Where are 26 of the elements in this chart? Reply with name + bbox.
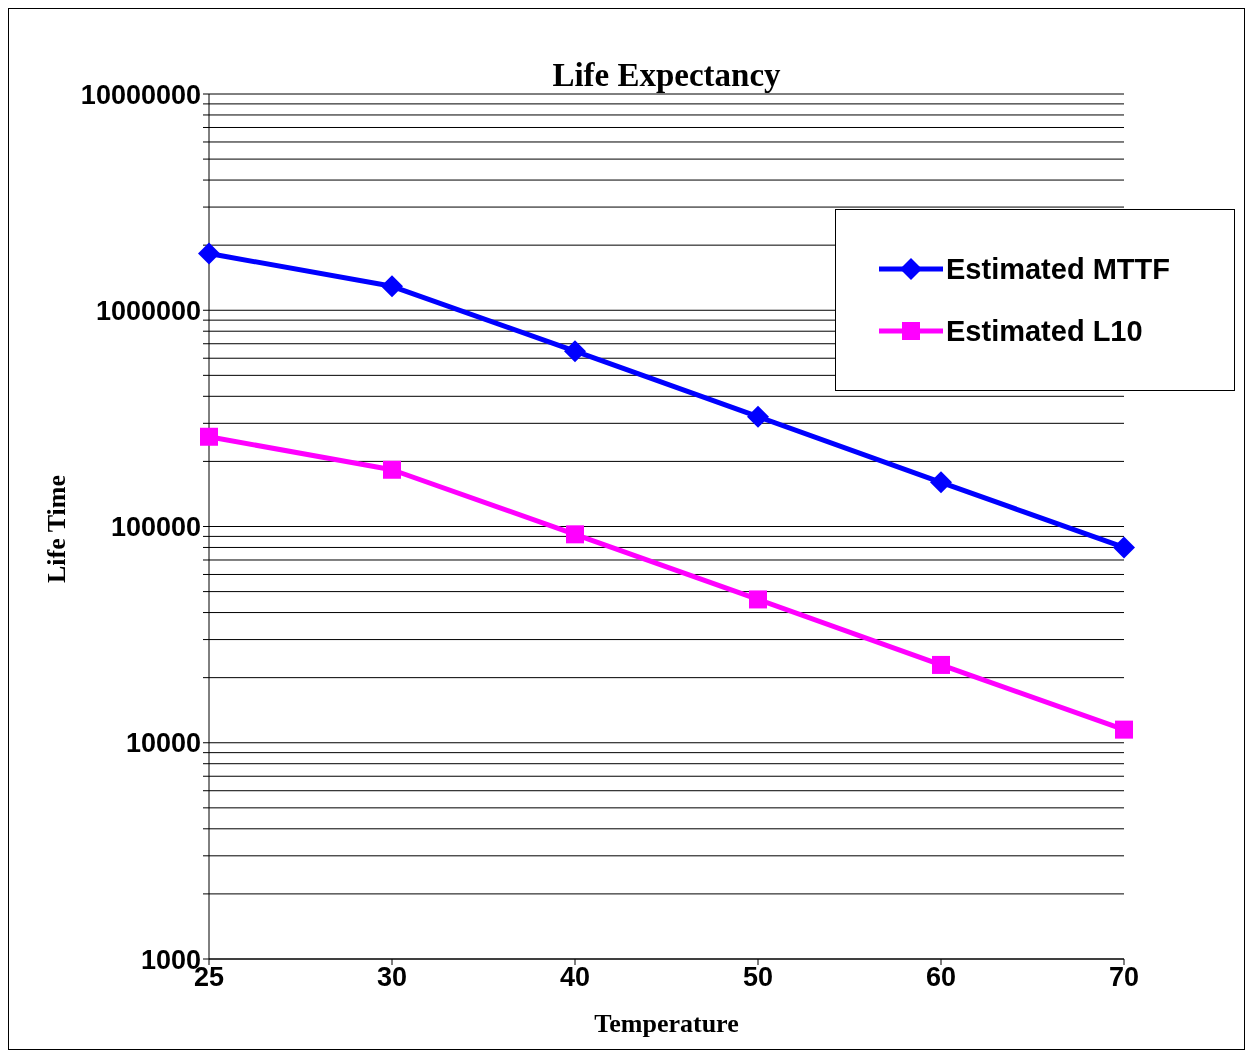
point — [381, 275, 403, 298]
point — [932, 655, 950, 674]
point — [200, 427, 218, 446]
point — [198, 242, 220, 265]
point — [383, 460, 401, 479]
x-tick-label: 60 — [925, 962, 957, 993]
legend-label: Estimated MTTF — [946, 252, 1170, 286]
legend-label: Estimated L10 — [946, 314, 1143, 348]
x-tick-label: 40 — [559, 962, 591, 993]
point — [1113, 536, 1135, 559]
point — [566, 525, 584, 544]
chart-title: Life Expectancy — [551, 57, 782, 94]
point — [749, 590, 767, 609]
y-tick-label: 100000 — [110, 512, 201, 543]
x-axis-title: Temperature — [593, 1009, 740, 1039]
y-tick-label: 1000000 — [95, 295, 201, 326]
point — [747, 405, 769, 428]
x-tick-label: 30 — [376, 962, 408, 993]
y-tick-label: 10000000 — [80, 79, 201, 110]
x-tick-label: 50 — [742, 962, 774, 993]
x-tick-label: 70 — [1108, 962, 1140, 993]
point — [930, 471, 952, 494]
point — [1115, 720, 1133, 739]
y-axis-title: Life Time — [42, 474, 72, 584]
y-tick-label: 10000 — [125, 728, 201, 759]
point — [564, 340, 586, 363]
